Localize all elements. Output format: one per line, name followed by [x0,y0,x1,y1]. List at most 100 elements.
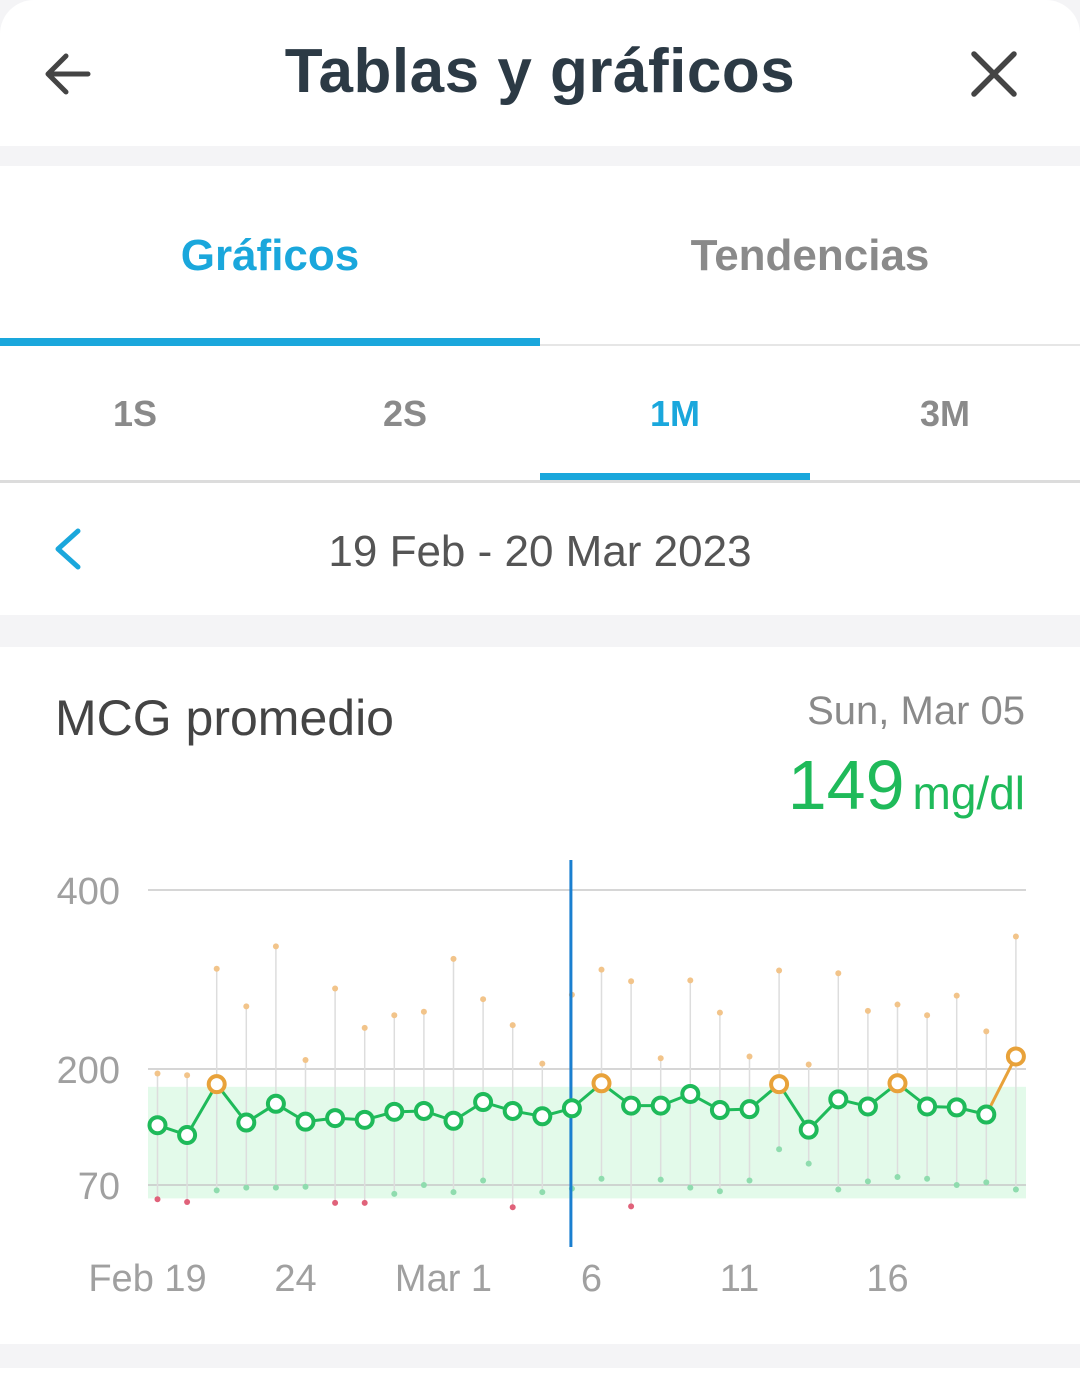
daily-min-dot [716,1188,723,1195]
average-point [532,1106,553,1127]
active-tab-indicator [0,338,540,346]
daily-max-dot [628,978,635,985]
y-tick-label: 200 [57,1050,120,1092]
daily-min-dot [213,1187,220,1194]
daily-max-dot [776,967,783,974]
daily-min-dot [746,1177,753,1184]
average-point [769,1074,790,1095]
daily-min-dot [509,1204,516,1211]
page-title: Tablas y gráficos [284,37,796,106]
daily-min-dot [272,1184,279,1191]
average-point [621,1095,642,1116]
daily-max-dot [953,992,960,999]
daily-max-dot [272,943,279,950]
daily-max-dot [539,1060,546,1067]
tabs-divider [0,344,1080,346]
daily-min-dot [805,1160,812,1167]
average-point [857,1096,878,1117]
range-1s[interactable]: 1S [112,393,158,434]
close-icon[interactable] [968,48,1020,100]
daily-min-dot [332,1199,339,1206]
daily-max-dot [894,1001,901,1008]
average-point [798,1119,819,1140]
average-point [443,1110,464,1131]
daily-min-dot [657,1176,664,1183]
daily-max-dot [598,966,605,973]
next-card-edge [0,1368,1080,1377]
y-tick-label: 400 [57,871,120,913]
range-1m[interactable]: 1M [649,393,700,434]
average-point [650,1095,671,1116]
average-point [739,1099,760,1120]
daily-min-dot [243,1184,250,1191]
daily-max-dot [687,977,694,984]
average-point [384,1101,405,1122]
tab-tendencias[interactable]: Tendencias [690,231,930,280]
average-point [680,1083,701,1104]
daily-min-dot [361,1199,368,1206]
daily-max-dot [864,1007,871,1014]
selected-value-unit: mg/dl [912,767,1025,819]
date-range-label: 19 Feb - 20 Mar 2023 [328,527,752,576]
daily-max-dot [243,1003,250,1010]
average-point [709,1100,730,1121]
average-point [206,1074,227,1095]
daily-max-dot [805,1061,812,1068]
tab-graficos[interactable]: Gráficos [180,231,360,280]
average-point [828,1089,849,1110]
average-point [354,1109,375,1130]
daily-min-dot [184,1198,191,1205]
arrow-left-icon[interactable] [40,46,96,102]
range-3m[interactable]: 3M [919,393,970,434]
x-tick-label: Feb 19 [88,1258,206,1300]
x-tick-label: 6 [581,1258,602,1300]
daily-max-dot [509,1022,516,1029]
range-2s[interactable]: 2S [382,393,428,434]
daily-max-dot [302,1057,309,1064]
daily-max-dot [391,1012,398,1019]
daily-max-dot [213,965,220,972]
date-navigator: 19 Feb - 20 Mar 2023 [0,483,1080,615]
chevron-left-icon[interactable] [50,527,86,571]
daily-min-dot [420,1182,427,1188]
x-tick-label: 11 [720,1258,759,1300]
daily-min-dot [480,1177,487,1184]
average-point [473,1092,494,1113]
daily-max-dot [420,1008,427,1015]
average-point [502,1100,523,1121]
daily-min-dot [894,1173,901,1180]
daily-min-dot [1012,1186,1019,1193]
daily-max-dot [924,1012,931,1019]
cgm-chart[interactable]: 400 200 70 Feb 19 24 Mar 1 6 11 16 [0,647,1080,1344]
app-header: Tablas y gráficos [0,0,1080,146]
average-point [413,1100,434,1121]
target-range-band [148,1086,1026,1199]
daily-min-dot [450,1189,457,1196]
selected-value: 149 mg/dl [788,745,1025,825]
daily-min-dot [391,1190,398,1197]
average-point [325,1108,346,1129]
average-point [917,1096,938,1117]
daily-min-dot [598,1175,605,1182]
x-tick-label: Mar 1 [395,1258,492,1300]
average-line-segment [984,1055,1018,1116]
daily-min-dot [983,1179,990,1186]
average-point [295,1111,316,1132]
average-point [1005,1046,1026,1067]
daily-max-dot [716,1009,723,1016]
daily-max-dot [835,970,842,977]
daily-min-dot [776,1146,783,1153]
daily-min-dot [628,1203,635,1210]
daily-max-dot [746,1053,753,1060]
daily-max-dot [361,1024,368,1031]
daily-min-dot [864,1178,871,1185]
average-point [265,1093,286,1114]
average-point [236,1112,257,1133]
y-tick-label: 70 [78,1166,120,1208]
daily-max-dot [332,985,339,992]
daily-max-dot [1012,933,1019,940]
selected-date: Sun, Mar 05 [807,689,1025,733]
daily-max-dot [657,1055,664,1062]
daily-min-dot [687,1184,694,1191]
x-tick-label: 24 [274,1258,316,1300]
